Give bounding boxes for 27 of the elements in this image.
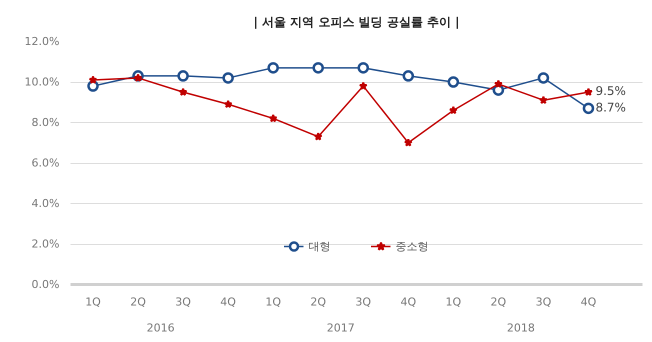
- legend-label: 중소형: [396, 238, 428, 254]
- x-tick-label: 2Q: [310, 296, 326, 308]
- x-tick-label: 2Q: [490, 296, 507, 308]
- legend-label: 대형: [308, 238, 330, 254]
- x-tick-label: 4Q: [400, 296, 416, 308]
- x-tick-label: 3Q: [175, 296, 192, 308]
- data-label: 9.5%: [595, 84, 626, 98]
- x-tick-label: 2Q: [130, 296, 146, 308]
- y-tick-label: 8.0%: [32, 116, 60, 129]
- y-tick-label: 4.0%: [32, 197, 60, 210]
- x-tick-label: 3Q: [355, 296, 372, 308]
- x-tick-label: 1Q: [446, 296, 462, 308]
- y-tick-label: 0.0%: [32, 278, 60, 291]
- x-tick-label: 1Q: [265, 296, 282, 308]
- y-tick-label: 6.0%: [32, 156, 60, 170]
- data-label: 8.7%: [595, 100, 626, 114]
- text: 2018: [506, 322, 535, 334]
- x-tick-label: 1Q: [85, 296, 102, 308]
- y-tick-label: 2.0%: [32, 238, 60, 250]
- text: 2016: [146, 322, 175, 334]
- chart-title: | 서울 지역 오피스 빌딩 공실률 추이 |: [253, 15, 460, 29]
- y-tick-label: 10.0%: [24, 76, 60, 88]
- y-tick-label: 12.0%: [24, 35, 60, 48]
- text: 2017: [326, 322, 355, 334]
- x-tick-label: 4Q: [580, 296, 597, 308]
- x-tick-label: 4Q: [220, 296, 236, 308]
- x-tick-label: 3Q: [536, 296, 552, 308]
